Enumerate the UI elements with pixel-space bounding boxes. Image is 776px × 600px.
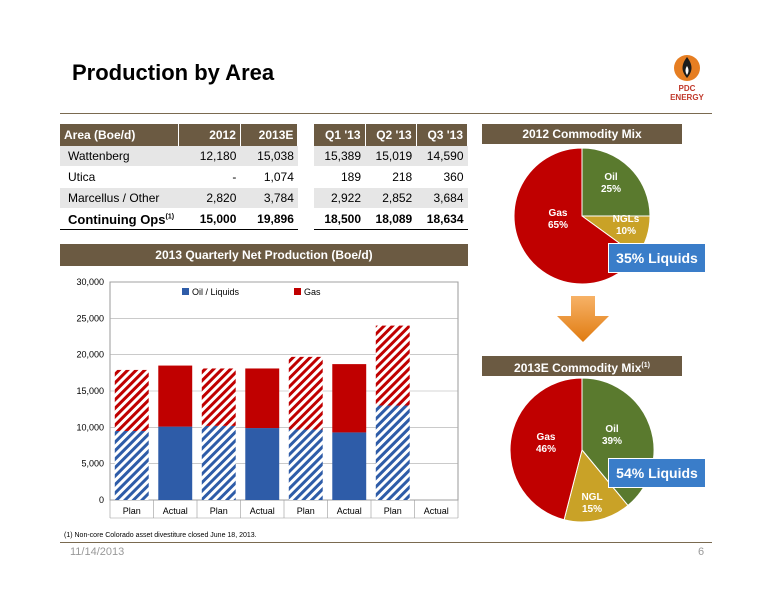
liquids-callout-2013e: 54% Liquids [608,458,706,488]
logo-text: PDC ENERGY [670,84,704,102]
col-q1: Q1 '13 [314,124,366,146]
pie-2012-gas-label: Gas 65% [547,208,568,231]
legend-swatch [294,288,301,295]
pie-2012-oil-label: Oil 25% [600,172,621,195]
col-area: Area (Boe/d) [60,124,179,146]
footer-rule [60,542,712,543]
pie-2013-gas-label: Gas 46% [535,432,556,455]
legend-swatch [182,288,189,295]
bar-oil [158,426,193,500]
x-tick-label: Actual [424,506,449,516]
bar-gas [114,369,149,431]
col-q2: Q2 '13 [365,124,417,146]
liquids-callout-2012: 35% Liquids [608,243,706,273]
pie-2012-title: 2012 Commodity Mix [482,124,682,144]
commodity-mix-2013e-pie [509,378,655,523]
pie-2013-title: 2013E Commodity Mix(1) [482,356,682,376]
pie-2012-ngl-label: NGLs 10% [612,214,640,237]
area-table: Area (Boe/d) 2012 2013E Q1 '13 Q2 '13 Q3… [60,124,469,230]
legend-label: Oil / Liquids [192,287,240,297]
pie-slice-oil [581,147,651,217]
x-tick-label: Plan [123,506,141,516]
footer-date: 11/14/2013 [70,546,125,558]
legend-label: Gas [304,287,321,297]
pie-slice-gas [513,147,638,285]
bar-gas [332,364,367,433]
flame-logo-icon [674,55,700,81]
x-tick-label: Actual [163,506,188,516]
x-tick-label: Actual [337,506,362,516]
x-tick-label: Plan [384,506,402,516]
y-tick-label: 25,000 [76,313,104,323]
bar-oil [288,429,323,500]
table-row: Wattenberg 12,180 15,038 15,389 15,019 1… [60,146,468,167]
arrow-down-icon [557,296,609,342]
table-row: Utica - 1,074 189 218 360 [60,166,468,188]
header-rule [60,113,712,114]
page-number: 6 [698,546,705,558]
bar-gas [375,325,410,406]
table-total-row: Continuing Ops(1) 15,000 19,896 18,500 1… [60,208,468,230]
bar-gas [288,356,323,430]
x-tick-label: Actual [250,506,275,516]
col-q3: Q3 '13 [416,124,469,146]
table-row: Marcellus / Other 2,820 3,784 2,922 2,85… [60,187,468,209]
page-title: Production by Area [72,60,275,85]
bar-oil [201,425,236,500]
company-logo: PDC ENERGY [662,52,712,102]
footnote: (1) Non-core Colorado asset divestiture … [64,532,257,539]
col-2012: 2012 [178,124,241,146]
y-tick-label: 5,000 [81,459,104,469]
bar-gas [201,368,236,426]
x-tick-label: Plan [297,506,315,516]
pie-slice-gas [509,378,583,521]
y-tick-label: 15,000 [76,386,104,396]
quarterly-production-chart: 0 5,000 10,000 15,000 20,000 25,000 30,000 Plan… [76,277,459,519]
bar-oil [375,405,410,500]
col-2013e: 2013E [240,124,299,146]
y-tick-label: 10,000 [76,422,104,432]
pie-2013-ngl-label: NGL 15% [581,492,603,515]
y-tick-label: 0 [99,495,104,505]
pie-slice-ngl [563,448,629,523]
x-tick-label: Plan [210,506,228,516]
table-gap [297,124,315,146]
bar-gas [158,365,193,427]
bar-oil [245,428,280,500]
bar-gas [245,368,280,429]
y-tick-label: 20,000 [76,350,104,360]
bar-oil [114,430,149,500]
pie-2013-oil-label: Oil 39% [601,424,622,447]
bar-oil [332,432,367,500]
y-tick-label: 30,000 [76,277,104,287]
bar-chart-title: 2013 Quarterly Net Production (Boe/d) [60,244,468,266]
